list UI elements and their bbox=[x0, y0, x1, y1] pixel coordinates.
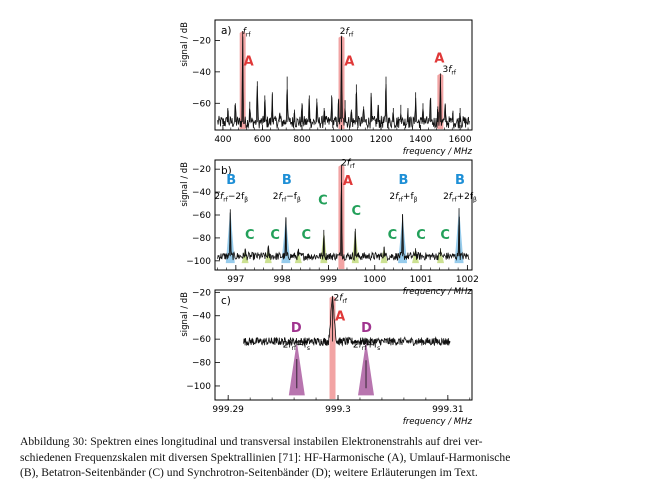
frequency-label: 2frf+2fβ bbox=[443, 192, 477, 204]
spectrum-trace bbox=[243, 296, 451, 347]
frequency-label: 2frf+fs bbox=[353, 340, 380, 352]
panel-label: a) bbox=[221, 25, 232, 37]
marker-letter-D: D bbox=[361, 321, 372, 336]
frequency-label: 2frf bbox=[333, 294, 347, 306]
frequency-label: 2frf bbox=[341, 159, 355, 171]
marker-letter-C: C bbox=[440, 228, 450, 243]
marker-letter-C: C bbox=[245, 228, 255, 243]
x-tick-label: 999.3 bbox=[325, 405, 351, 415]
y-tick-label: −20 bbox=[192, 288, 211, 298]
marker-letter-C: C bbox=[388, 228, 398, 243]
x-tick-label: 1200 bbox=[370, 135, 393, 145]
y-tick-label: −60 bbox=[192, 211, 211, 221]
x-tick-label: 998 bbox=[274, 275, 291, 285]
marker-letter-B: B bbox=[399, 173, 409, 188]
marker-letter-C: C bbox=[416, 228, 426, 243]
y-tick-label: −40 bbox=[192, 188, 211, 198]
frequency-label: frf bbox=[243, 27, 252, 39]
x-tick-label: 997 bbox=[227, 275, 244, 285]
x-tick-label: 999.29 bbox=[212, 405, 244, 415]
marker-letter-D: D bbox=[291, 321, 302, 336]
spectrum-trace bbox=[217, 182, 470, 262]
y-tick-label: −80 bbox=[192, 234, 211, 244]
panel-c: 999.29 999.3 999.31 −20 −40 −60 −80 −100 frequen… bbox=[180, 288, 473, 427]
plot-frame bbox=[214, 19, 473, 131]
x-tick-label: 1001 bbox=[410, 275, 433, 285]
x-tick-label: 800 bbox=[293, 135, 310, 145]
frequency-label: 2frf−2fβ bbox=[214, 192, 248, 204]
highlight-A-0 bbox=[329, 295, 336, 399]
panel-a: 400 600 800 1000 1200 1400 1600 −20 −40 −60 freque… bbox=[180, 19, 473, 157]
marker-letter-B: B bbox=[226, 173, 236, 188]
x-axis-label: frequency / MHz bbox=[403, 147, 473, 157]
y-tick-label: −100 bbox=[186, 382, 211, 392]
caption-label: Abbildung 30: bbox=[20, 435, 88, 448]
y-tick-label: −40 bbox=[192, 68, 211, 78]
marker-letter-C: C bbox=[351, 204, 361, 219]
caption-line-1: Spektren eines longitudinal und transver… bbox=[90, 435, 483, 448]
panel-label: c) bbox=[221, 295, 231, 307]
marker-letter-A: A bbox=[343, 174, 353, 189]
spectra-figure: 400 600 800 1000 1200 1400 1600 −20 −40 −60 freque… bbox=[180, 19, 479, 427]
y-axis-label: signal / dB bbox=[180, 22, 190, 67]
x-tick-label: 1400 bbox=[409, 135, 432, 145]
y-axis-label: signal / dB bbox=[180, 292, 190, 337]
panel-b: 997 998 999 1000 1001 1002 −20 −40 −60 −80 −100 fre… bbox=[180, 159, 479, 297]
marker-letter-C: C bbox=[318, 194, 328, 209]
marker-letter-A: A bbox=[344, 55, 354, 70]
y-tick-label: −60 bbox=[192, 335, 211, 345]
y-tick-label: −100 bbox=[186, 257, 211, 267]
x-tick-label: 999 bbox=[320, 275, 337, 285]
caption-line-2: schiedenen Frequenzskalen mit diversen S… bbox=[20, 450, 511, 464]
figure-caption: Abbildung 30: Spektren eines longitudina… bbox=[20, 434, 630, 481]
marker-letter-A: A bbox=[335, 309, 345, 324]
x-tick-label: 1600 bbox=[449, 135, 472, 145]
marker-letter-A: A bbox=[434, 51, 444, 66]
frequency-label: 2frf−fs bbox=[283, 340, 310, 352]
x-tick-label: 400 bbox=[214, 135, 231, 145]
y-tick-label: −40 bbox=[192, 312, 211, 322]
marker-letter-A: A bbox=[244, 55, 254, 70]
caption-line-3: (B), Betatron-Seitenbänder (C) und Synch… bbox=[20, 466, 478, 479]
plot-frame bbox=[214, 289, 473, 401]
marker-letter-B: B bbox=[455, 173, 465, 188]
y-tick-label: −20 bbox=[192, 165, 211, 175]
frequency-label: 3frf bbox=[443, 65, 457, 77]
x-tick-label: 1000 bbox=[363, 275, 386, 285]
marker-letter-C: C bbox=[301, 228, 311, 243]
y-tick-label: −60 bbox=[192, 99, 211, 109]
y-axis-label: signal / dB bbox=[180, 162, 190, 207]
marker-letter-B: B bbox=[282, 173, 292, 188]
frequency-label: 2frf+fβ bbox=[389, 192, 417, 204]
y-tick-label: −20 bbox=[192, 36, 211, 46]
panel-label: b) bbox=[221, 165, 232, 177]
frequency-label: 2frf bbox=[340, 27, 354, 39]
x-axis-label: frequency / MHz bbox=[403, 287, 473, 297]
spectrum-trace bbox=[217, 36, 470, 130]
x-tick-label: 1002 bbox=[456, 275, 479, 285]
frequency-label: 2frf−fβ bbox=[273, 192, 301, 204]
x-axis-label: frequency / MHz bbox=[403, 417, 473, 427]
x-tick-label: 999.31 bbox=[432, 405, 464, 415]
marker-letter-C: C bbox=[270, 228, 280, 243]
x-tick-label: 600 bbox=[254, 135, 271, 145]
y-tick-label: −80 bbox=[192, 359, 211, 369]
x-tick-label: 1000 bbox=[330, 135, 353, 145]
